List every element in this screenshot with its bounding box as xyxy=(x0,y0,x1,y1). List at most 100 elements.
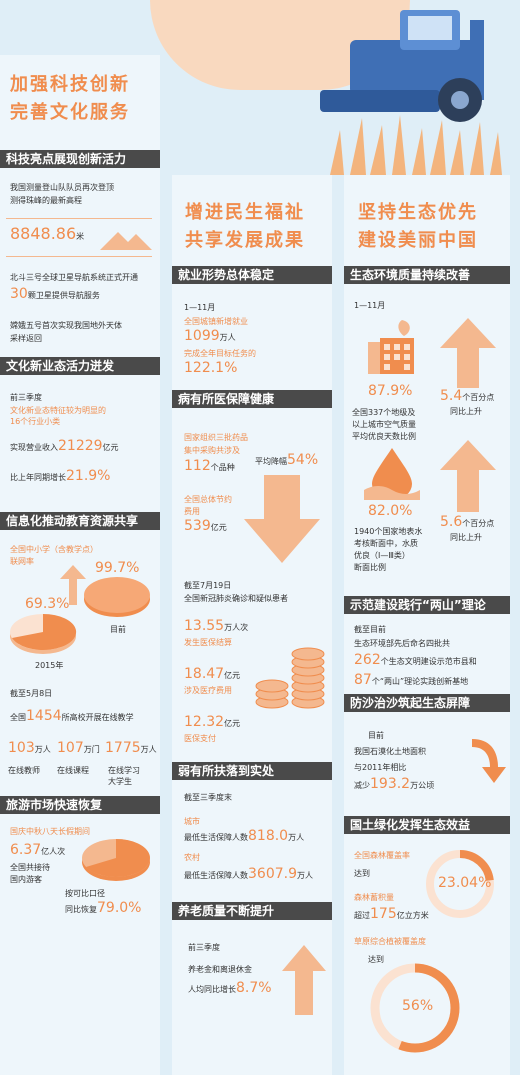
edu-courses-value: 107 xyxy=(57,740,84,756)
pie-chart-tourism xyxy=(82,839,150,881)
tourism-period: 国庆中秋八天长假期间 xyxy=(10,827,90,836)
forest-cover-ring xyxy=(426,850,494,918)
air-rise-unit: 个百分点 xyxy=(462,393,495,402)
air-rise-value: 5.4 xyxy=(440,388,463,404)
edu-date: 截至5月8日 xyxy=(10,689,53,698)
right-panel xyxy=(344,175,510,1075)
water-quality-line2: 考核断面中，水质 xyxy=(354,539,418,548)
medical-varieties-unit: 个品种 xyxy=(210,463,235,472)
tourism-recovery-value: 79.0% xyxy=(97,900,142,916)
medical-settlements-label: 发生医保结算 xyxy=(184,638,232,647)
edu-line1: 全国中小学（含教学点） xyxy=(10,545,98,554)
section-bar-tech: 科技亮点展现创新活力 xyxy=(0,150,160,168)
right-title-line1: 坚持生态优先 xyxy=(358,202,478,223)
change5-line2: 采样返回 xyxy=(10,334,42,343)
medical-paid-label: 医保支付 xyxy=(184,734,216,743)
section-bar-ecology: 生态环境质量持续改善 xyxy=(344,266,510,284)
medical-saving-line2: 费用 xyxy=(184,507,200,516)
tech-line1: 我国测量登山队队员再次登顶 xyxy=(10,183,114,192)
edu-students-label2: 大学生 xyxy=(108,777,132,786)
pie-chart-now xyxy=(84,577,150,617)
welfare-urban-value: 818.0 xyxy=(248,828,289,844)
tourism-recovery-label: 同比恢复 xyxy=(65,905,97,914)
medical-line2: 集中采购共涉及 xyxy=(184,446,240,455)
edu-courses-unit: 万门 xyxy=(83,745,100,754)
culture-line2: 文化新业态特征较为明显的 xyxy=(10,406,106,415)
section-bar-greening: 国土绿化发挥生态效益 xyxy=(344,816,510,834)
left-panel xyxy=(0,55,160,1075)
employment-jobs-value: 1099 xyxy=(184,328,220,344)
air-quality-value: 87.9% xyxy=(368,383,413,399)
grassland-label: 草原综合植被覆盖度 xyxy=(354,937,426,946)
edu-courses: 107万门 xyxy=(57,740,100,756)
culture-growth-value: 21.9% xyxy=(66,468,111,484)
tourism-visitors: 6.37亿人次 xyxy=(10,843,65,858)
water-rise-value: 5.6 xyxy=(440,514,463,530)
pension-growth-label: 人均同比增长 xyxy=(188,985,236,994)
medical-saving-unit: 亿元 xyxy=(210,523,227,532)
culture-line3: 16个行业小类 xyxy=(10,417,61,426)
demo-cities-value: 262 xyxy=(354,652,381,668)
welfare-rural-unit: 万人 xyxy=(297,871,313,880)
water-quality-value: 82.0% xyxy=(368,503,413,519)
grassland-reach: 达到 xyxy=(368,955,384,964)
water-drop-icon xyxy=(364,448,420,500)
section-bar-tourism: 旅游市场快速恢复 xyxy=(0,796,160,814)
desert-reduction: 减少193.2万公顷 xyxy=(354,777,435,792)
desert-reduction-label: 减少 xyxy=(354,781,370,790)
employment-jobs-unit: 万人 xyxy=(219,333,236,342)
welfare-rural: 农村 xyxy=(184,853,200,862)
beidou-line2: 30颗卫星提供导航服务 xyxy=(10,286,100,302)
change5-line1: 嫦娥五号首次实现我国地外天体 xyxy=(10,321,122,330)
medical-settlements-value: 13.55 xyxy=(184,618,225,634)
edu-line2: 联网率 xyxy=(10,557,34,566)
edu-value-2015: 69.3% xyxy=(25,596,70,612)
employment-period: 1—11月 xyxy=(184,303,216,312)
medical-paid: 12.32亿元 xyxy=(184,715,240,730)
tourism-line2: 全国共接待 xyxy=(10,863,50,872)
everest-value: 8848.86 xyxy=(10,224,77,243)
medical-drop-value: 54% xyxy=(287,452,319,468)
edu-teachers-label: 在线教师 xyxy=(8,766,40,775)
water-quality-line1: 1940个国家地表水 xyxy=(354,527,423,536)
air-quality-line3: 平均优良天数比例 xyxy=(352,432,416,441)
culture-revenue-value: 21229 xyxy=(58,438,103,454)
beidou-value: 30 xyxy=(10,286,28,302)
medical-varieties: 112个品种 xyxy=(184,459,235,474)
forest-cover-reach: 达到 xyxy=(354,869,370,878)
beidou-line1: 北斗三号全球卫星导航系统正式开通 xyxy=(10,273,138,282)
middle-title-line2: 共享发展成果 xyxy=(185,230,305,251)
edu-colleges: 全国1454所高校开展在线教学 xyxy=(10,709,134,724)
grassland-value: 56% xyxy=(402,998,434,1014)
tech-line2: 测得珠峰的最新高程 xyxy=(10,196,82,205)
section-bar-pension: 养老质量不断提升 xyxy=(172,902,332,920)
left-title-line2: 完善文化服务 xyxy=(10,102,130,123)
forest-volume-prefix: 超过 xyxy=(354,911,370,920)
forest-cover-value: 23.04% xyxy=(438,875,492,891)
forest-volume-unit: 亿立方米 xyxy=(396,911,429,920)
section-bar-two-mountains: 示范建设践行“两山”理论 xyxy=(344,596,510,614)
pension-line2: 养老金和离退休金 xyxy=(188,965,252,974)
welfare-rural-count: 最低生活保障人数3607.9万人 xyxy=(184,867,313,882)
forest-cover-label: 全国森林覆盖率 xyxy=(354,851,410,860)
tourism-recovery: 同比恢复79.0% xyxy=(65,900,142,916)
culture-revenue-label: 实现营业收入 xyxy=(10,443,58,452)
welfare-urban-label: 最低生活保障人数 xyxy=(184,833,248,842)
section-bar-welfare: 弱有所扶落到实处 xyxy=(172,762,332,780)
employment-completion: 122.1% xyxy=(184,360,238,376)
culture-revenue: 实现营业收入21229亿元 xyxy=(10,438,119,454)
medical-costs-value: 18.47 xyxy=(184,666,225,682)
left-title-line1: 加强科技创新 xyxy=(10,74,130,95)
edu-teachers-unit: 万人 xyxy=(34,745,51,754)
edu-value-now: 99.7% xyxy=(95,560,140,576)
medical-saving: 539亿元 xyxy=(184,518,227,534)
desert-reduction-unit: 万公顷 xyxy=(410,781,435,790)
edu-students-value: 1775 xyxy=(105,740,141,756)
edu-year-2015: 2015年 xyxy=(35,661,64,670)
medical-saving-line1: 全国总体节约 xyxy=(184,495,232,504)
medical-saving-value: 539 xyxy=(184,518,211,534)
middle-title-line1: 增进民生福祉 xyxy=(185,202,305,223)
pension-growth: 人均同比增长8.7% xyxy=(188,981,272,996)
medical-costs-unit: 亿元 xyxy=(224,671,241,680)
edu-teachers-value: 103 xyxy=(8,740,35,756)
